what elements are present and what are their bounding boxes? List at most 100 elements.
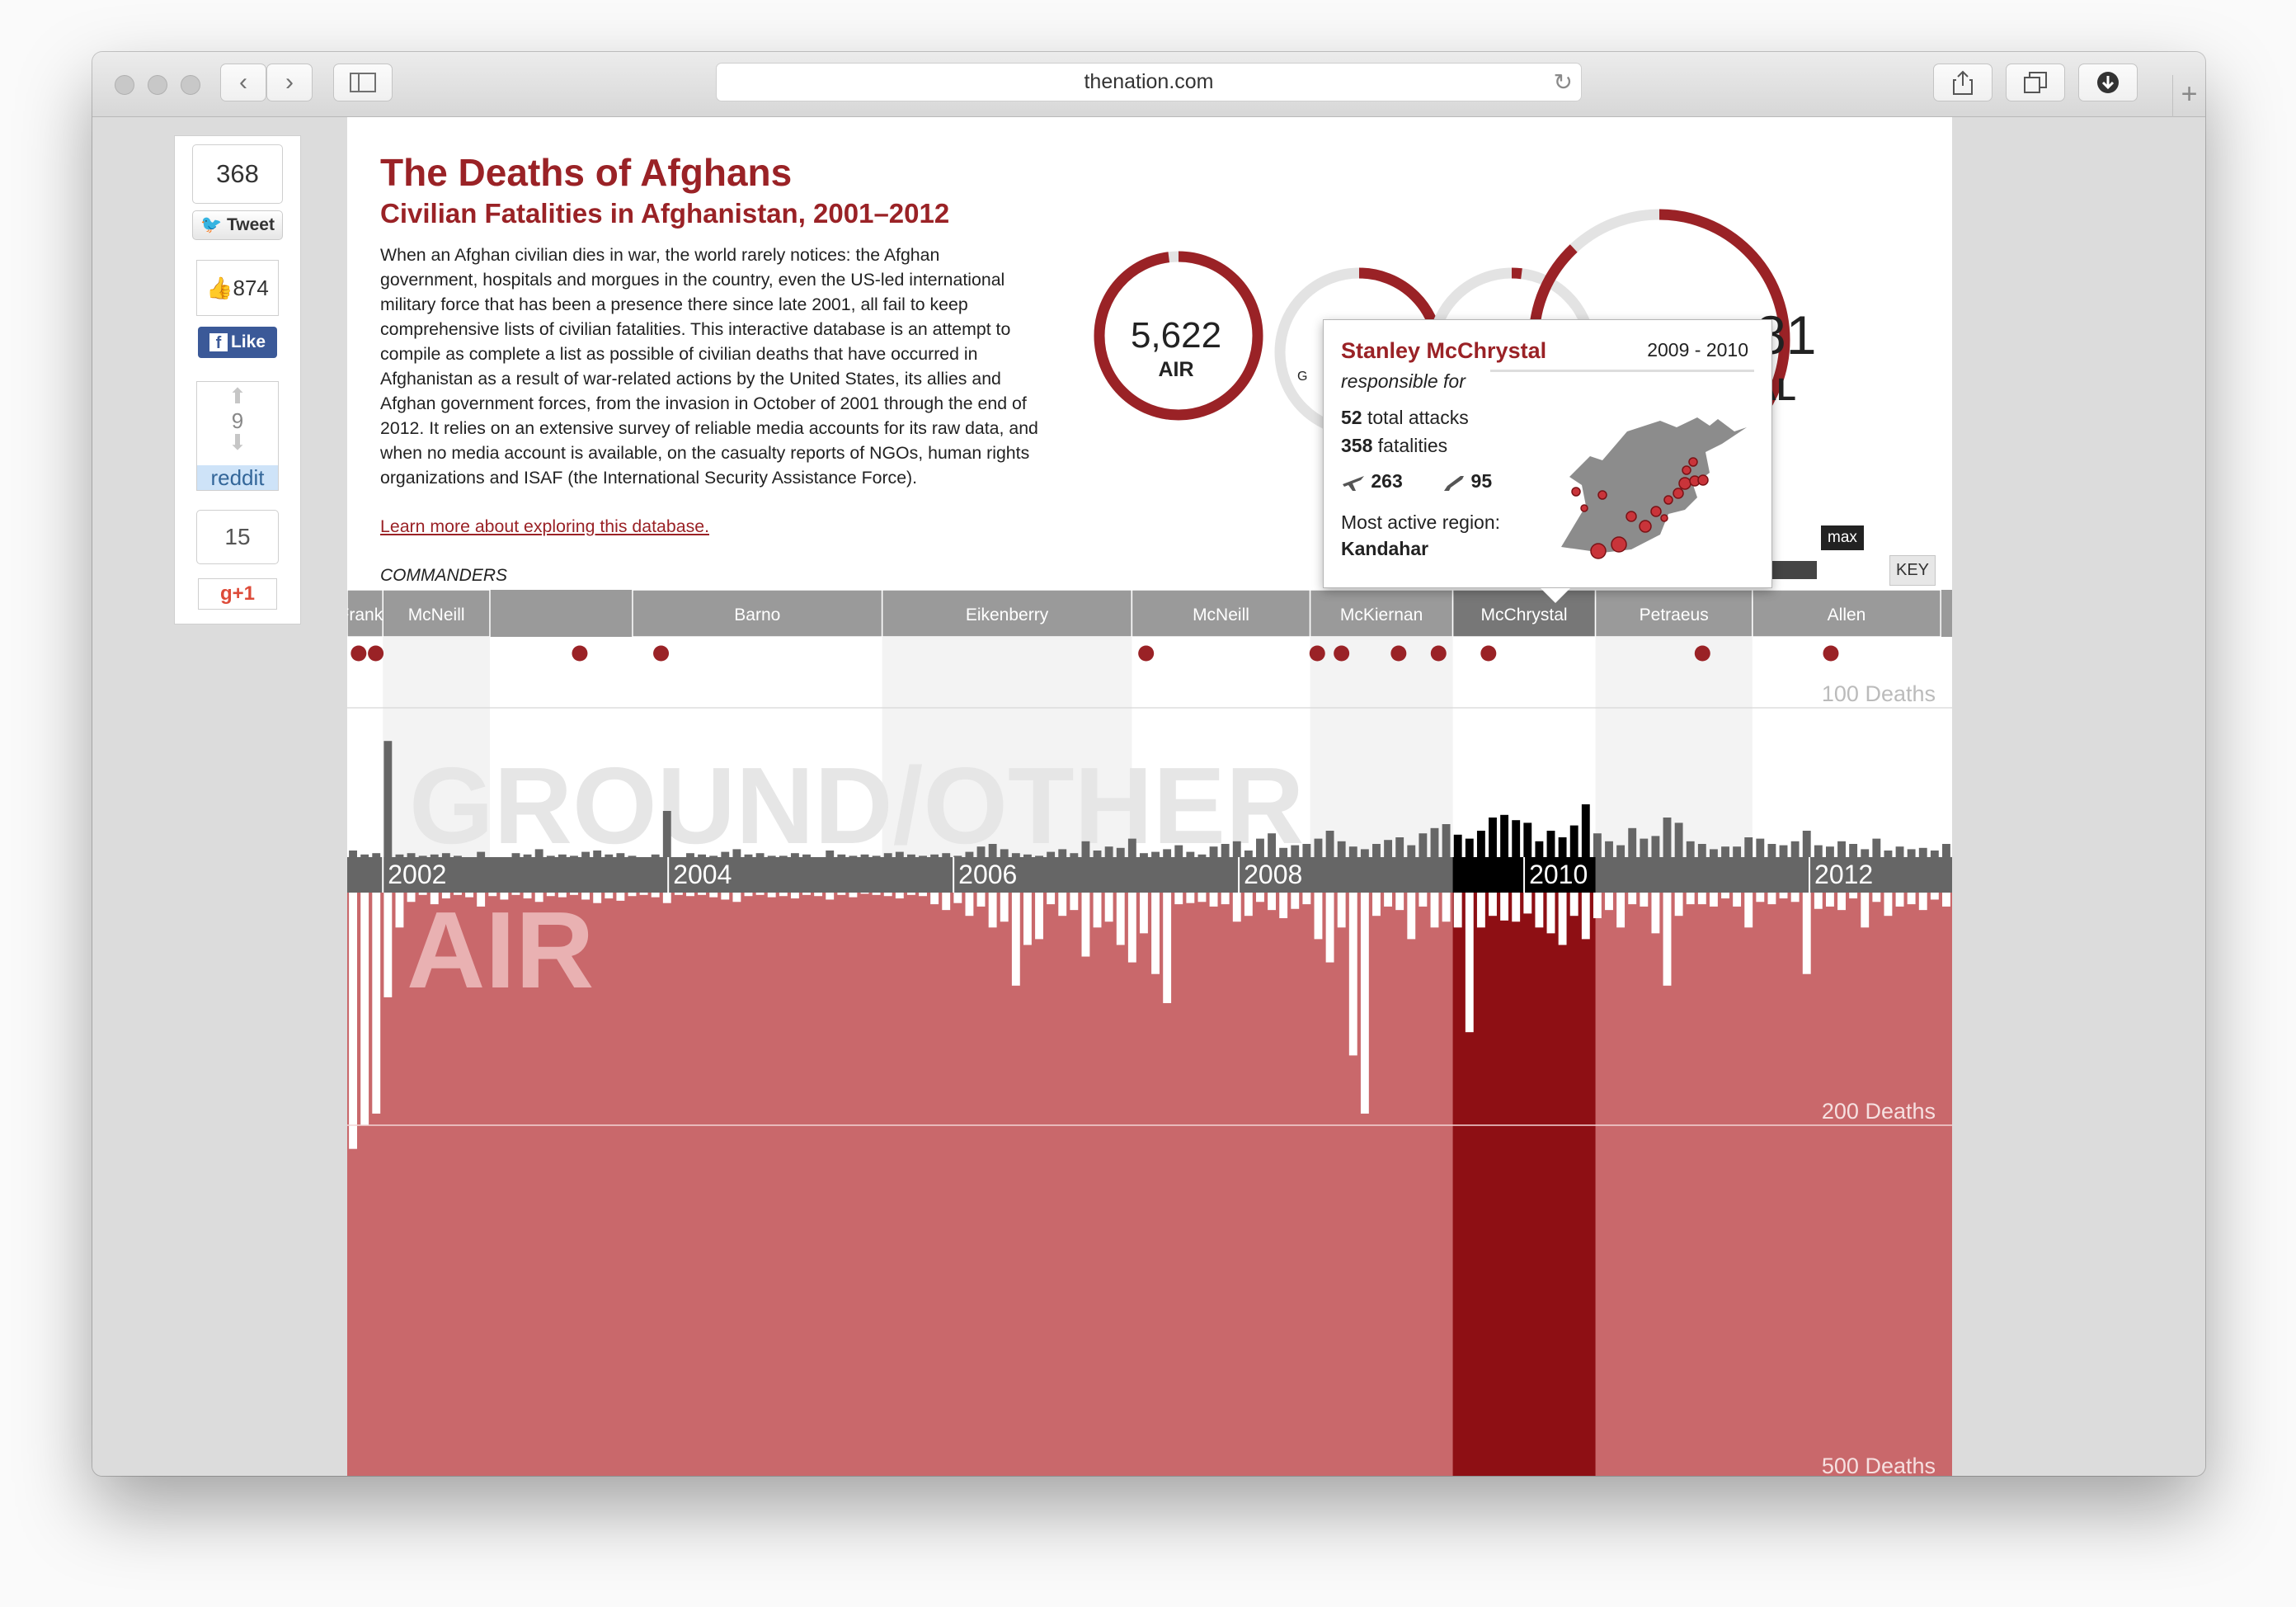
air-bar xyxy=(1651,893,1660,934)
air-bar xyxy=(1419,893,1428,907)
air-bar xyxy=(1790,893,1800,902)
ground-bar xyxy=(849,855,858,857)
ground-bar xyxy=(1244,851,1253,857)
highlight-air-band xyxy=(1452,893,1596,1476)
back-button[interactable]: ‹ xyxy=(220,64,266,101)
ground-bar xyxy=(1709,849,1718,857)
commander-shade xyxy=(1595,637,1753,857)
air-bar xyxy=(1442,893,1451,922)
close-window-button[interactable] xyxy=(115,75,134,95)
ground-bar xyxy=(883,853,892,857)
ground-bar xyxy=(1756,838,1765,857)
air-bar xyxy=(1697,893,1706,905)
tooltip-attacks-num: 52 xyxy=(1341,407,1362,428)
air-background xyxy=(347,893,1952,1476)
ground-bar xyxy=(570,855,578,857)
air-bar xyxy=(605,893,614,899)
air-bar xyxy=(628,893,637,897)
facebook-like-button[interactable]: f Like xyxy=(198,327,277,358)
new-tab-button[interactable]: + xyxy=(2172,75,2205,117)
address-bar[interactable]: thenation.com ↻ xyxy=(716,63,1582,101)
air-bar xyxy=(721,893,730,900)
tooltip-years: 2009 - 2010 xyxy=(1647,339,1748,361)
ground-bar xyxy=(349,851,357,857)
ground-bar xyxy=(837,854,846,857)
ground-bar xyxy=(1419,833,1428,857)
event-dot xyxy=(1823,645,1839,662)
range-max-handle[interactable]: max xyxy=(1821,525,1864,550)
ground-bar xyxy=(1674,822,1683,857)
ground-bar xyxy=(976,846,986,857)
forward-button[interactable]: › xyxy=(266,64,313,101)
ground-bar xyxy=(1500,814,1509,857)
air-bar xyxy=(1465,893,1474,1033)
sidebar-icon xyxy=(350,73,376,92)
ground-bar xyxy=(372,853,381,857)
tabs-icon xyxy=(2024,72,2047,93)
air-bar xyxy=(418,893,427,895)
ground-bar xyxy=(1174,845,1183,857)
air-bar xyxy=(1535,893,1544,928)
zoom-window-button[interactable] xyxy=(181,75,200,95)
air-bar xyxy=(1558,893,1567,945)
fatalities-chart: Franks McNeill Barno Eikenberry McNeill McKie… xyxy=(347,209,1952,1476)
range-slider-track[interactable] xyxy=(1766,561,1817,579)
event-dot xyxy=(653,645,670,662)
air-bar xyxy=(1104,893,1113,922)
tabs-overview-button[interactable] xyxy=(2006,64,2065,101)
air-bar xyxy=(1663,893,1672,986)
air-bar xyxy=(1232,893,1241,922)
ground-bar xyxy=(605,854,614,857)
ground-bar xyxy=(1081,841,1090,857)
ground-bar xyxy=(686,853,694,857)
learn-more-link[interactable]: Learn more about exploring this database… xyxy=(380,516,709,536)
ground-bar xyxy=(1384,840,1393,857)
share-button[interactable] xyxy=(1933,64,1993,101)
air-bar xyxy=(639,893,648,895)
ground-bar xyxy=(1360,849,1369,857)
air-bar xyxy=(1000,893,1009,922)
air-bar xyxy=(930,893,939,905)
twitter-bird-icon: 🐦 xyxy=(200,215,223,234)
ground-bar xyxy=(1221,844,1230,857)
downvote-arrow-icon[interactable]: ⬇ xyxy=(228,430,247,455)
air-bar xyxy=(1907,893,1916,905)
ground-bar xyxy=(767,855,776,857)
afghanistan-map-icon xyxy=(1561,417,1747,559)
like-count: 874 xyxy=(233,276,269,300)
ground-bar xyxy=(1070,853,1079,857)
ground-bar xyxy=(698,854,707,857)
tweet-count: 368 xyxy=(192,144,283,204)
air-total-label: AIR xyxy=(1158,358,1194,381)
ground-bar xyxy=(1861,849,1870,857)
ground-bar xyxy=(732,849,741,857)
air-bar xyxy=(1779,893,1788,899)
air-bar xyxy=(1209,893,1218,907)
air-bar xyxy=(465,893,474,898)
air-total-value: 5,622 xyxy=(1130,315,1222,356)
ground-bar xyxy=(1802,831,1811,857)
air-bar xyxy=(1127,893,1136,963)
key-button[interactable]: KEY xyxy=(1889,555,1936,586)
minimize-window-button[interactable] xyxy=(148,75,167,95)
air-bar xyxy=(767,893,776,898)
reload-icon[interactable]: ↻ xyxy=(1553,69,1573,95)
air-bar xyxy=(1872,893,1881,902)
air-bar xyxy=(511,893,520,895)
upvote-arrow-icon[interactable]: ⬆ xyxy=(228,384,247,408)
air-bar xyxy=(430,893,439,905)
sidebar-toggle-button[interactable] xyxy=(333,64,393,101)
downloads-button[interactable] xyxy=(2078,64,2138,101)
reddit-widget: ⬆ 9 ⬇ reddit xyxy=(196,381,279,491)
download-icon xyxy=(2097,72,2119,93)
ground-bar xyxy=(1453,834,1462,857)
commander-tooltip: Stanley McChrystal 2009 - 2010 responsib… xyxy=(1323,319,1772,603)
tweet-button[interactable]: 🐦 Tweet xyxy=(192,210,283,240)
ground-bar xyxy=(1651,836,1660,857)
event-dot xyxy=(1309,645,1325,662)
air-bar xyxy=(1116,893,1125,945)
gplus-button[interactable]: g+1 xyxy=(198,578,277,610)
reddit-button[interactable]: reddit xyxy=(197,465,278,490)
ground-bar xyxy=(1581,804,1590,857)
air-bar xyxy=(895,893,904,899)
